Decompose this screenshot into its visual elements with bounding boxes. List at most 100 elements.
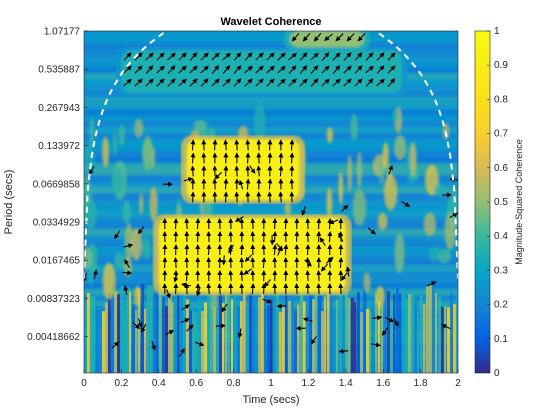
phase-arrow [277,65,286,74]
phase-arrow [223,165,229,177]
phase-arrow [189,65,198,74]
phase-arrow [313,32,322,42]
phase-arrow [238,179,244,190]
phase-arrow [299,65,308,74]
phase-arrow [184,283,190,295]
phase-arrow [190,152,196,164]
colorbar-label: Magnitude-Squared Coherence [514,139,524,265]
phase-arrow [221,255,227,266]
phase-arrow [196,286,201,297]
phase-arrow [319,237,326,246]
x-tick-label: 1.2 [301,378,315,389]
phase-arrow [277,78,286,87]
y-tick-label: 0.00418662 [27,332,80,343]
y-tick-label: 0.535887 [38,65,80,76]
phase-arrow [137,226,145,235]
phase-arrow [316,270,322,282]
phase-arrow [243,268,252,275]
phase-arrow [272,231,278,243]
phase-arrow [343,52,352,61]
phase-arrow [376,65,385,74]
phase-arrow [276,243,284,251]
x-tick-label: 0.8 [227,378,241,389]
phase-arrow [310,52,319,61]
phase-arrow [354,65,363,74]
phase-arrow [305,283,311,295]
phase-arrow [367,227,376,235]
phase-arrow [123,52,132,61]
x-tick-label: 0 [81,378,87,389]
phase-arrow [211,52,220,61]
phase-arrow [244,52,253,61]
phase-arrow [200,52,209,61]
phase-arrow [277,52,286,61]
phase-arrow [134,52,143,61]
phase-arrow [156,78,165,87]
y-axis: 1.07177 0.535887 0.267943 0.133972 0.0669858… [27,27,88,343]
phase-arrow [206,244,212,256]
phase-arrow [181,282,191,288]
phase-arrow [134,65,143,74]
phase-arrow [354,78,363,87]
phase-arrow [179,347,185,357]
y-tick-label: 0.133972 [38,141,80,152]
phase-arrow [249,165,256,174]
y-tick-label: 1.07177 [44,27,81,38]
phase-arrow [151,340,156,351]
phase-arrow [228,244,234,254]
phase-arrow [345,266,351,277]
phase-arrow [365,78,374,87]
phase-arrow [283,218,289,230]
phase-arrow [332,52,341,61]
phase-arrow [266,78,275,87]
colorbar-tick-label: 1 [494,26,500,37]
phase-arrow [211,65,220,74]
x-tick-label: 0.2 [114,378,128,389]
colorbar-tick-label: 0.4 [494,231,508,242]
phase-arrow [316,283,322,295]
phase-arrow [250,231,256,243]
phase-arrow [302,317,313,323]
phase-arrow [223,139,229,151]
phase-arrow [89,166,95,176]
x-tick-label: 1.6 [376,378,390,389]
phase-arrow [167,65,176,74]
phase-arrow [111,341,120,349]
phase-arrow [245,178,251,190]
phase-arrow [401,201,411,207]
phase-arrow [332,78,341,87]
x-axis-label: Time (secs) [242,394,299,406]
phase-arrow [320,263,328,272]
phase-arrow [166,289,171,299]
phase-arrows [84,32,458,357]
colorbar-tick-label: 0.9 [494,60,508,71]
phase-arrow [234,191,240,203]
phase-arrow [327,231,333,243]
phase-arrow [200,65,209,74]
colorbar-tick-label: 0.8 [494,94,508,105]
phase-arrow [239,270,245,282]
phase-arrow [141,323,147,333]
x-axis: 0 0.2 0.4 0.6 0.8 1 1.2 1.4 1.6 1.8 2 [81,369,461,389]
phase-arrow [278,191,284,203]
phase-arrow [114,230,121,240]
phase-arrow [124,259,130,268]
phase-arrow [237,328,243,339]
phase-arrow [338,232,344,242]
phase-arrow [212,139,218,151]
phase-arrow [357,33,366,42]
phase-arrow [385,317,395,323]
phase-arrow [122,270,133,276]
phase-arrow [338,348,349,354]
y-tick-label: 0.267943 [38,103,80,114]
phase-arrow [92,269,98,280]
coherence-regions [115,31,408,296]
phase-arrow [134,78,143,87]
phase-arrow [371,342,382,348]
phase-arrow [381,327,389,336]
phase-arrow [388,164,393,175]
phase-arrow [178,65,187,74]
phase-arrow [267,191,273,203]
phase-arrow [338,257,344,269]
